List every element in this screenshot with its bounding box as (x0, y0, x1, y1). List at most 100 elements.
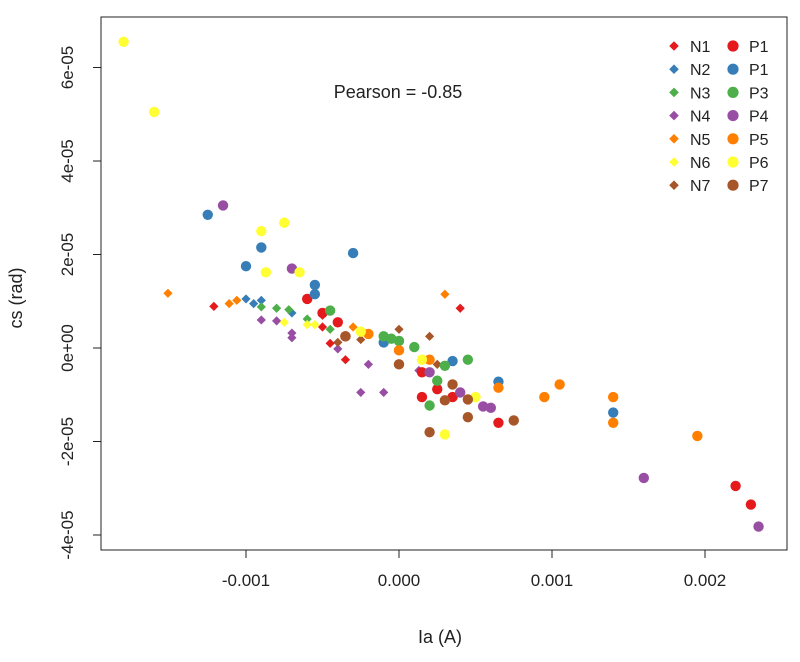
legend-label-p4: P4 (749, 109, 769, 126)
plot-frame (100, 16, 788, 551)
legend-marker-p5 (727, 133, 739, 145)
y-tick-label: 4e-05 (58, 139, 77, 182)
point-n4-diamond (272, 316, 282, 326)
point-n7-diamond (394, 324, 404, 334)
point-n4-diamond (333, 344, 343, 354)
point-p1-circle (432, 383, 443, 395)
point-n4-diamond (287, 328, 297, 338)
point-p3-circle (409, 341, 420, 353)
legend-marker-n5 (669, 134, 679, 144)
legend-label-n2: N2 (690, 62, 711, 79)
point-p7-circle (462, 411, 474, 423)
legend-label-p1: P1 (749, 39, 769, 56)
point-p6-circle (355, 326, 366, 337)
point-n4-diamond (356, 387, 366, 398)
legend-label-n3: N3 (690, 85, 711, 102)
point-p5-circle (692, 430, 703, 442)
point-p4-circle (455, 387, 466, 398)
point-n2-diamond (241, 294, 251, 304)
point-p1-circle (416, 367, 428, 378)
point-p1-circle (416, 391, 428, 403)
point-n4-diamond (256, 315, 266, 325)
point-n1-diamond (340, 355, 351, 365)
point-p1-circle (730, 480, 741, 492)
y-tick-label: 0e+00 (58, 324, 77, 372)
point-n6-diamond (302, 320, 312, 330)
point-p3-circle (462, 354, 474, 365)
point-p7-circle (508, 415, 519, 426)
point-n1-diamond (325, 338, 335, 348)
x-tick-label: 0.001 (531, 571, 574, 590)
axes: -0.001 0.000 0.001 0.002 -4e-05 -2e-05 0e+00 2e… (58, 46, 726, 590)
point-n3-diamond (272, 303, 282, 313)
legend-marker-p4 (727, 110, 739, 122)
point-n4-diamond (379, 387, 389, 398)
point-p3-circle (439, 360, 451, 371)
point-n3-diamond (256, 302, 266, 312)
legend-marker-p3 (727, 86, 739, 98)
x-axis-title: Ia (A) (418, 627, 462, 647)
point-p7-circle (393, 359, 405, 370)
point-p1-circle (332, 317, 343, 328)
point-p1-circle (608, 407, 619, 418)
point-p7-circle (462, 394, 474, 405)
legend-marker-n4 (669, 110, 679, 121)
x-tick-label: -0.001 (222, 571, 270, 590)
point-p6-circle (149, 106, 160, 118)
point-p7-circle (447, 379, 458, 390)
y-axis-title: cs (rad) (6, 267, 26, 328)
point-p1-circle (493, 417, 504, 428)
point-p5-circle (539, 391, 550, 403)
legend-marker-n1 (669, 41, 679, 51)
legend-marker-n3 (669, 87, 679, 98)
legend-label-n7: N7 (690, 178, 711, 195)
x-tick-label: 0.002 (684, 571, 727, 590)
point-n1-diamond (209, 301, 219, 311)
legend-marker-p1 (727, 40, 739, 52)
x-tick-label: 0.000 (378, 571, 421, 590)
legend-label-p6: P6 (749, 155, 769, 172)
legend-marker-p1 (727, 63, 739, 75)
y-tick-label: 6e-05 (58, 46, 77, 89)
point-p6-circle (256, 225, 267, 237)
point-p3-circle (424, 400, 435, 411)
point-p3-circle (324, 305, 336, 316)
legend-label-n4: N4 (690, 109, 711, 126)
point-p7-circle (340, 331, 351, 342)
point-p5-circle (424, 354, 435, 365)
point-n1-diamond (317, 322, 328, 332)
point-n7-diamond (333, 337, 343, 347)
point-p1-circle (745, 499, 757, 510)
point-p5-circle (608, 417, 619, 428)
point-n4-diamond (363, 359, 373, 369)
point-n6-diamond (279, 317, 289, 327)
point-p1-circle (309, 289, 321, 300)
point-p7-circle (424, 426, 435, 438)
point-n2-diamond (256, 295, 266, 305)
point-p1-circle (240, 260, 252, 272)
point-p5-circle (393, 345, 405, 356)
point-n5-diamond (163, 288, 173, 298)
point-n7-diamond (425, 331, 435, 341)
point-n4-diamond (287, 333, 297, 343)
legend-marker-n6 (669, 157, 679, 167)
point-p4-circle (424, 367, 435, 378)
point-p6-circle (118, 36, 129, 47)
legend-label-p5: P5 (749, 132, 769, 149)
point-n5-diamond (224, 298, 234, 309)
data-points (118, 36, 764, 532)
point-p6-circle (416, 354, 428, 365)
legend-label-n1: N1 (690, 39, 711, 56)
y-tick-label: -2e-05 (58, 417, 77, 466)
point-p1-circle (309, 279, 321, 291)
point-p1-circle (202, 209, 213, 220)
point-n5-diamond (348, 322, 358, 332)
point-p5-circle (493, 382, 504, 393)
point-n5-diamond (232, 295, 242, 305)
legend-label-p3: P3 (749, 85, 769, 102)
point-p6-circle (294, 267, 305, 278)
legend-label-p1: P1 (749, 62, 769, 79)
point-p5-circle (608, 391, 619, 403)
legend: N1 N2 N3 N4 N5 N6 N7 P1 P1 P3 P4 P5 P6 P7 (669, 39, 769, 195)
